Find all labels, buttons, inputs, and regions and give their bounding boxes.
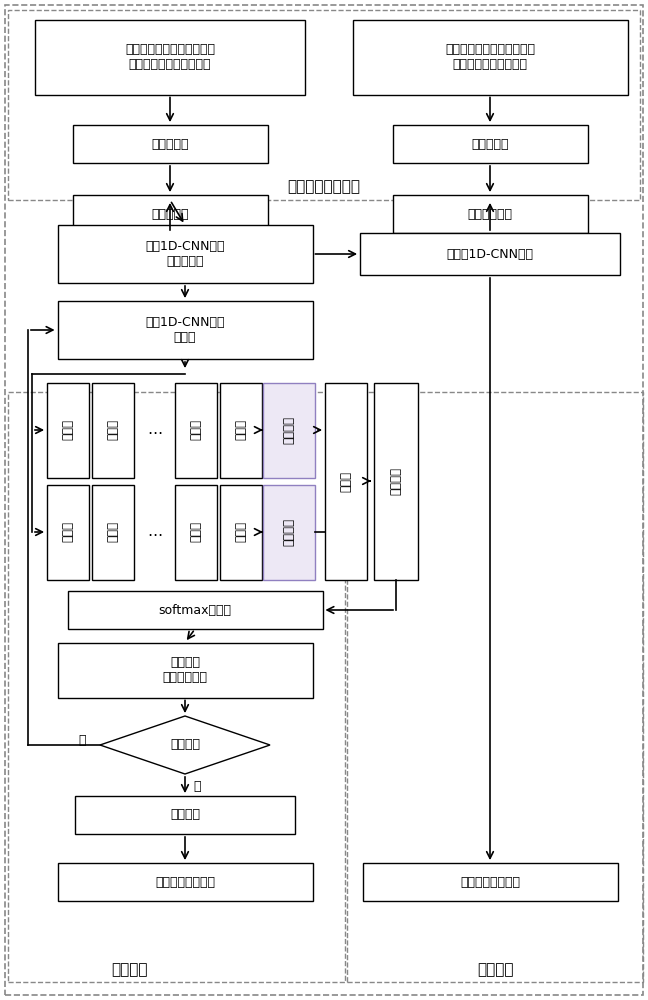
FancyBboxPatch shape <box>393 195 588 233</box>
FancyBboxPatch shape <box>325 382 367 580</box>
Text: 保存源域模型参数: 保存源域模型参数 <box>155 876 215 888</box>
Text: 源域1D-CNN模型
参数初始化: 源域1D-CNN模型 参数初始化 <box>145 240 225 268</box>
Text: …: … <box>148 524 163 540</box>
Text: 卷积层: 卷积层 <box>189 420 202 440</box>
Text: …: … <box>148 422 163 438</box>
Text: 是: 是 <box>193 780 200 792</box>
FancyBboxPatch shape <box>220 485 262 580</box>
FancyBboxPatch shape <box>75 796 295 834</box>
Text: 压平层: 压平层 <box>340 471 353 491</box>
Text: 目标域样本集: 目标域样本集 <box>467 208 513 221</box>
Text: 平均池化: 平均池化 <box>283 518 295 546</box>
Text: 目标域数据：在线监测系统
采集滚动轴承振动数据: 目标域数据：在线监测系统 采集滚动轴承振动数据 <box>445 43 535 71</box>
Text: 在线诊断: 在线诊断 <box>477 962 513 978</box>
FancyBboxPatch shape <box>393 125 588 163</box>
FancyBboxPatch shape <box>175 485 217 580</box>
FancyBboxPatch shape <box>92 485 134 580</box>
FancyBboxPatch shape <box>353 19 627 95</box>
FancyBboxPatch shape <box>67 591 323 629</box>
Text: 输出故障诊断结果: 输出故障诊断结果 <box>460 876 520 888</box>
Text: 卷积层: 卷积层 <box>189 522 202 542</box>
FancyBboxPatch shape <box>263 485 315 580</box>
FancyBboxPatch shape <box>35 19 305 95</box>
FancyBboxPatch shape <box>263 382 315 478</box>
Text: 卷积层: 卷积层 <box>62 522 75 542</box>
Text: 数据预处理: 数据预处理 <box>471 137 509 150</box>
FancyBboxPatch shape <box>58 863 312 901</box>
Text: 误差计算
反向传播优化: 误差计算 反向传播优化 <box>163 656 207 684</box>
Text: 数据预处理: 数据预处理 <box>151 137 189 150</box>
Text: 池化层: 池化层 <box>235 420 248 440</box>
Text: 源域数据：仿真模拟实验平
台采集滚动轴承振动数据: 源域数据：仿真模拟实验平 台采集滚动轴承振动数据 <box>125 43 215 71</box>
Text: 池化层: 池化层 <box>235 522 248 542</box>
FancyBboxPatch shape <box>47 485 89 580</box>
FancyBboxPatch shape <box>360 233 620 275</box>
FancyBboxPatch shape <box>47 382 89 478</box>
Text: 源域样本集: 源域样本集 <box>151 208 189 221</box>
FancyBboxPatch shape <box>58 301 312 359</box>
FancyBboxPatch shape <box>175 382 217 478</box>
FancyBboxPatch shape <box>73 125 268 163</box>
FancyBboxPatch shape <box>58 643 312 698</box>
FancyBboxPatch shape <box>73 195 268 233</box>
FancyBboxPatch shape <box>220 382 262 478</box>
Text: 是否收敛: 是否收敛 <box>170 738 200 752</box>
Text: 平均池化: 平均池化 <box>283 416 295 444</box>
Text: softmax分类器: softmax分类器 <box>159 603 231 616</box>
Text: 离线训练: 离线训练 <box>111 962 148 978</box>
FancyBboxPatch shape <box>374 382 418 580</box>
FancyBboxPatch shape <box>58 225 312 283</box>
Text: 目标域1D-CNN模型: 目标域1D-CNN模型 <box>446 247 533 260</box>
Text: 源域1D-CNN模型
预训练: 源域1D-CNN模型 预训练 <box>145 316 225 344</box>
Text: 否: 否 <box>78 734 86 746</box>
Text: 全连接层: 全连接层 <box>389 467 402 495</box>
Text: 卷积层: 卷积层 <box>62 420 75 440</box>
Text: 完成训练: 完成训练 <box>170 808 200 822</box>
Polygon shape <box>100 716 270 774</box>
FancyBboxPatch shape <box>92 382 134 478</box>
Text: 池化层: 池化层 <box>106 522 119 542</box>
Text: 数据采集及预处理: 数据采集及预处理 <box>288 180 360 194</box>
Text: 池化层: 池化层 <box>106 420 119 440</box>
FancyBboxPatch shape <box>362 863 618 901</box>
